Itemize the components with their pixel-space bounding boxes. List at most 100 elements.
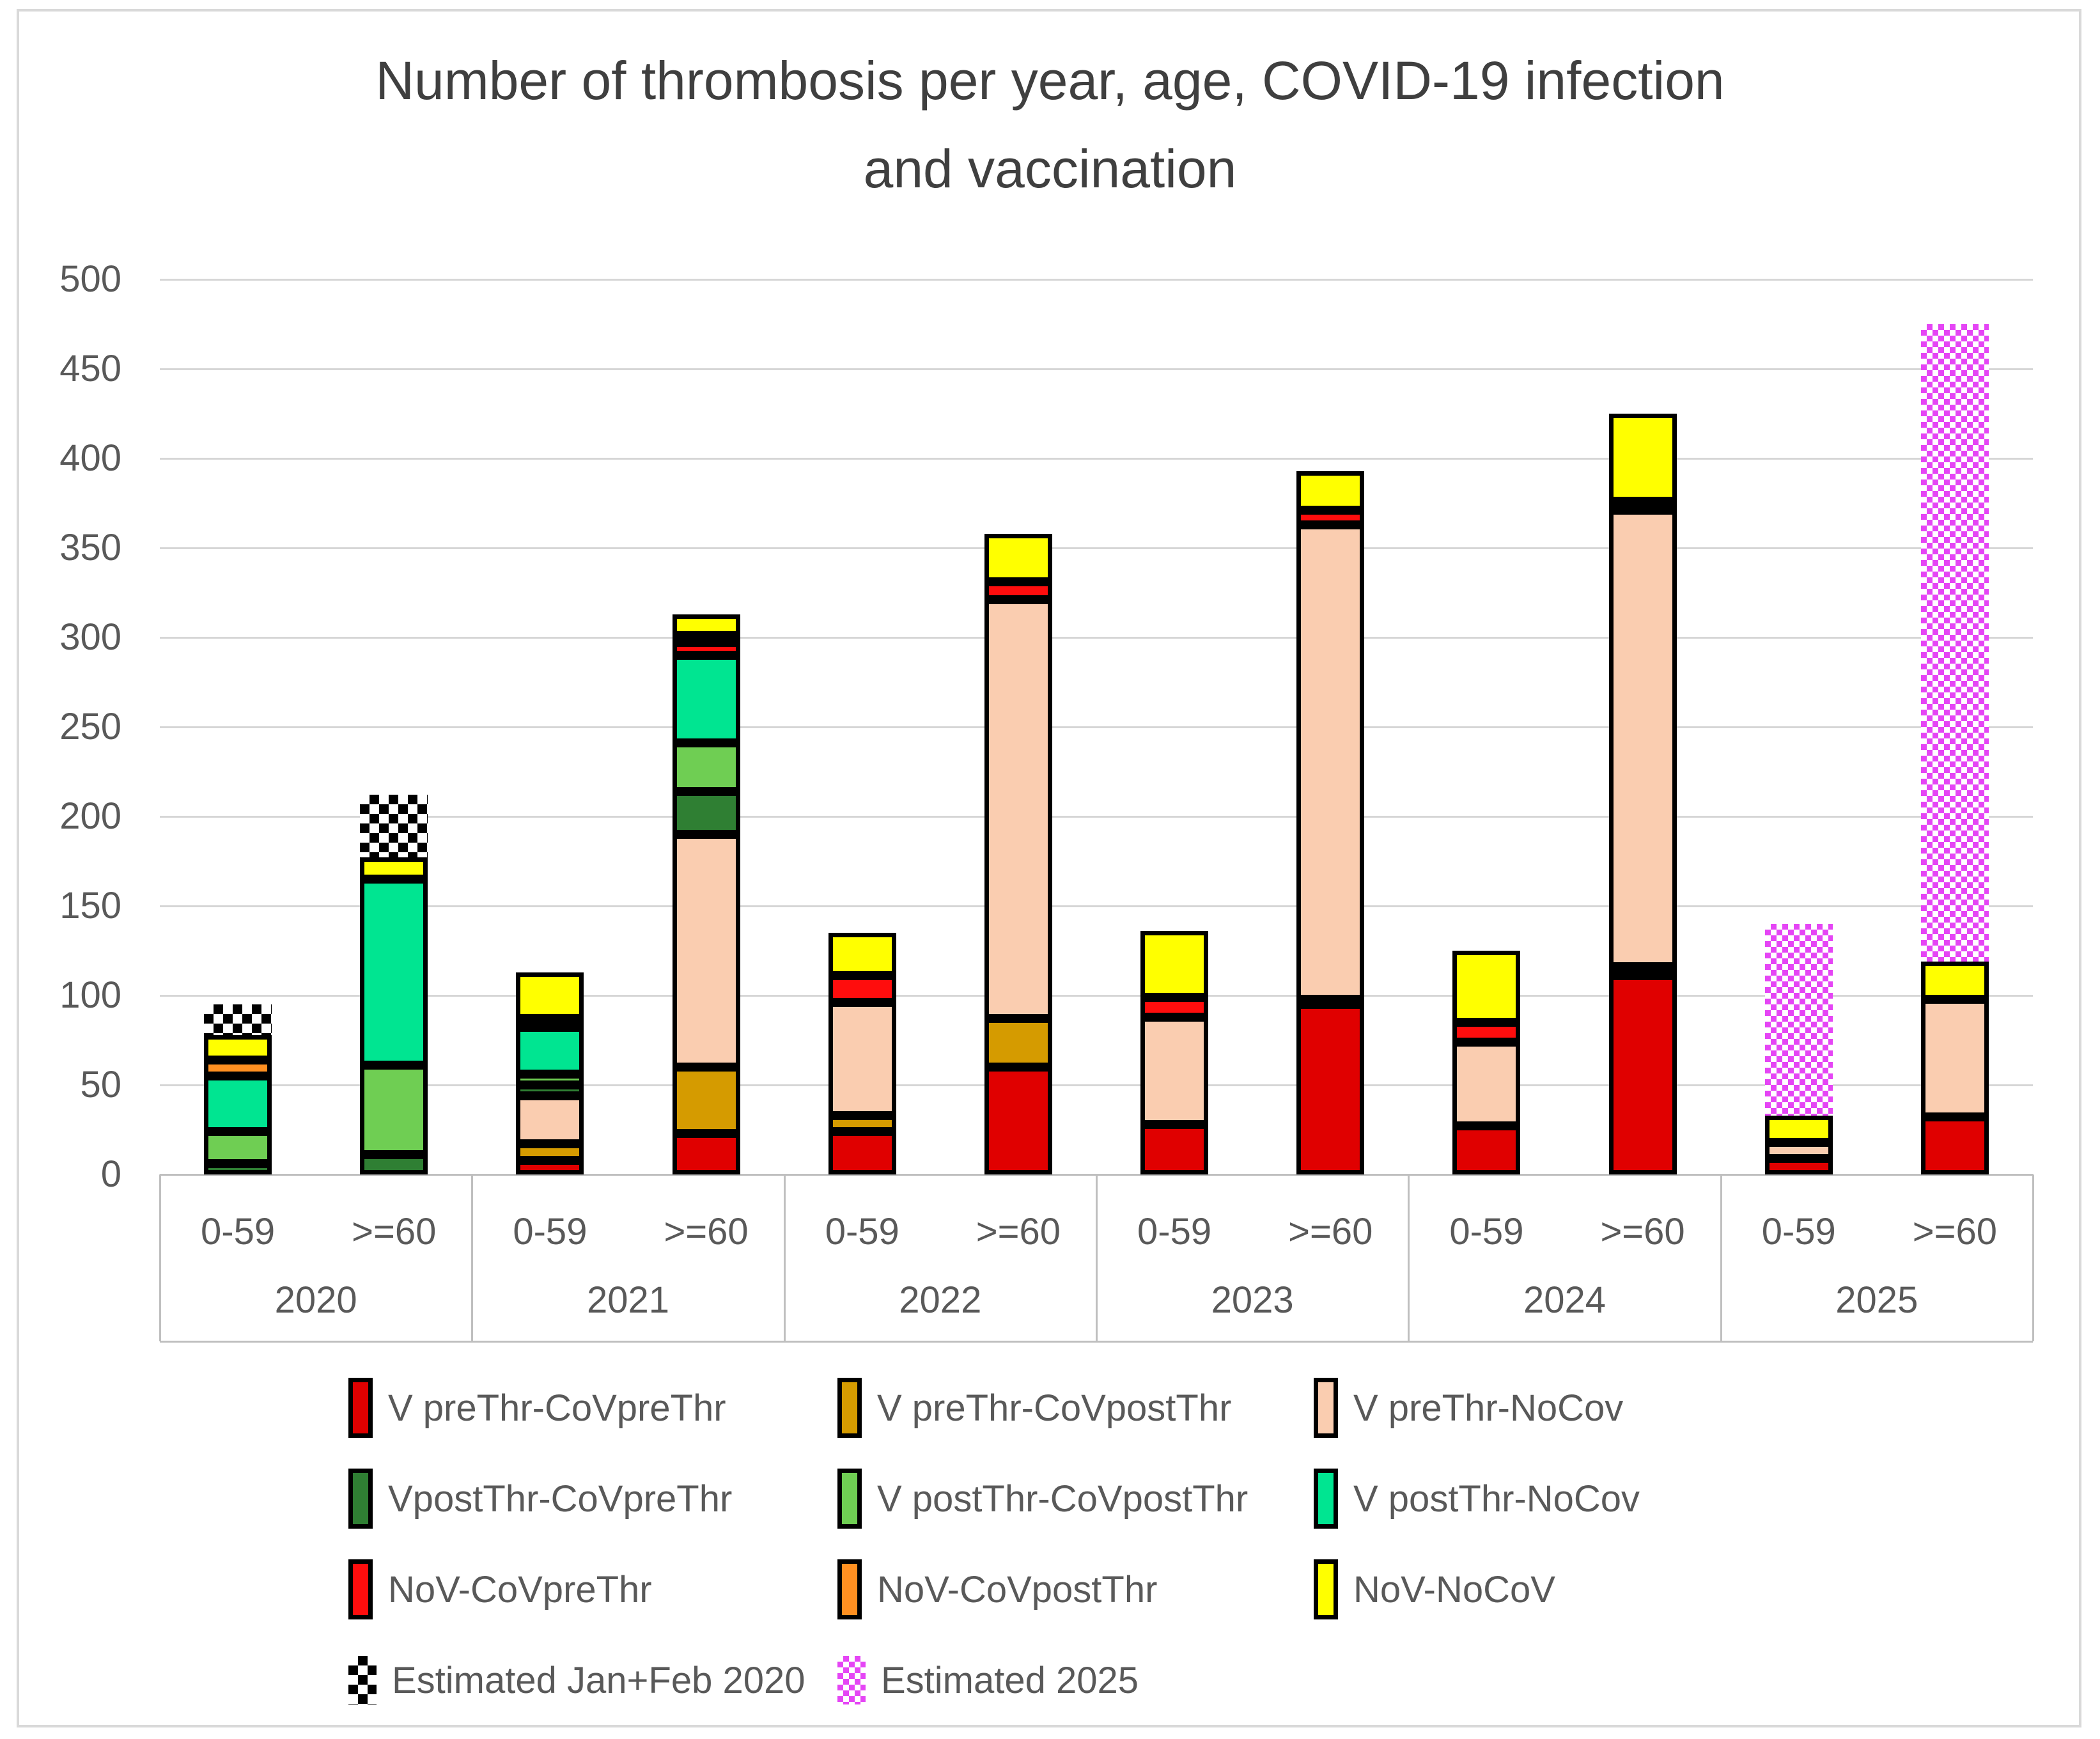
bar-segment-NoV-CoVpreThr bbox=[1296, 510, 1365, 525]
bar-segment-V-postThr-CoVpostThr bbox=[672, 743, 740, 792]
estimated-segment-dots bbox=[1764, 924, 1833, 1116]
y-gridline bbox=[160, 279, 2033, 281]
bar-segment-V-preThr-NoCov bbox=[672, 834, 740, 1067]
bar-segment-VpostThr-CoVpreThr bbox=[672, 791, 740, 834]
bar-segment-VpostThr-CoVpreThr bbox=[360, 1155, 428, 1174]
bar-segment-NoV-NoCoV bbox=[516, 972, 584, 1019]
bar-segment-V-postThr-CoVpostThr bbox=[516, 1074, 584, 1085]
legend-label: VpostThr-CoVpreThr bbox=[388, 1478, 733, 1520]
legend-swatch-VpostThr-CoVpreThr bbox=[348, 1469, 373, 1529]
legend-label: NoV-CoVpostThr bbox=[877, 1568, 1158, 1610]
bar-segment-NoV-NoCoV bbox=[1920, 961, 1989, 999]
legend-label: V preThr-CoVpreThr bbox=[388, 1387, 726, 1429]
bar-segment-V-postThr-NoCov bbox=[516, 1027, 584, 1075]
bar-segment-V-postThr-CoVpostThr bbox=[360, 1065, 428, 1155]
estimated-segment-dots bbox=[1920, 324, 1989, 962]
age-label: >=60 bbox=[664, 1211, 749, 1252]
bar-segment-NoV-CoVpreThr bbox=[1140, 997, 1209, 1017]
age-label: 0-59 bbox=[1761, 1211, 1836, 1252]
bar-segment-V-preThr-NoCov bbox=[828, 1002, 896, 1116]
estimated-segment-checker bbox=[204, 1004, 272, 1035]
bar-segment-V-preThr-CoVpreThr bbox=[1296, 1004, 1365, 1174]
legend-swatch-V-postThr-NoCov bbox=[1314, 1469, 1338, 1529]
bar-segment-NoV-NoCoV bbox=[1764, 1115, 1833, 1142]
legend-item: V preThr-NoCov bbox=[1314, 1376, 1623, 1440]
bar-segment-V-preThr-CoVpreThr bbox=[672, 1133, 740, 1174]
legend-label: NoV-CoVpreThr bbox=[388, 1568, 652, 1610]
y-axis-tick-label: 100 bbox=[59, 974, 121, 1016]
y-gridline bbox=[160, 726, 2033, 728]
legend-swatch-V-postThr-CoVpostThr bbox=[837, 1469, 862, 1529]
legend-swatch-NoV-NoCoV bbox=[1314, 1559, 1338, 1619]
bar-segment-NoV-CoVpreThr bbox=[1608, 501, 1677, 511]
bar-segment-V-preThr-CoVpreThr bbox=[1140, 1124, 1209, 1174]
bar-segment-V-preThr-CoVpostThr bbox=[516, 1144, 584, 1160]
category-box-bottom-line bbox=[160, 1341, 2033, 1343]
year-divider-line bbox=[783, 1174, 786, 1341]
y-gridline bbox=[160, 458, 2033, 460]
y-axis-tick-label: 150 bbox=[59, 885, 121, 926]
year-label: 2024 bbox=[1523, 1279, 1606, 1321]
bar-segment-V-preThr-CoVpostThr bbox=[828, 1115, 896, 1132]
bar-segment-NoV-NoCoV bbox=[204, 1034, 272, 1060]
y-axis-tick-label: 300 bbox=[59, 616, 121, 658]
legend-item: VpostThr-CoVpreThr bbox=[348, 1467, 732, 1531]
bar-segment-V-preThr-CoVpreThr bbox=[1764, 1158, 1833, 1174]
age-label: >=60 bbox=[1912, 1211, 1998, 1252]
bar-segment-VpostThr-CoVpreThr bbox=[204, 1164, 272, 1174]
legend-item: V preThr-CoVpostThr bbox=[837, 1376, 1231, 1440]
bar-segment-V-preThr-NoCov bbox=[1452, 1041, 1521, 1127]
year-divider-line bbox=[159, 1174, 161, 1341]
age-label: >=60 bbox=[976, 1211, 1061, 1252]
y-axis-tick-label: 50 bbox=[80, 1064, 121, 1105]
y-gridline bbox=[160, 547, 2033, 549]
bar-segment-NoV-CoVpostThr bbox=[204, 1059, 272, 1076]
y-axis-tick-label: 0 bbox=[100, 1153, 121, 1195]
bar-segment-NoV-CoVpreThr bbox=[828, 976, 896, 1003]
year-label: 2022 bbox=[899, 1279, 982, 1321]
bar-segment-V-preThr-CoVpreThr bbox=[1608, 976, 1677, 1174]
legend-label: V postThr-CoVpostThr bbox=[877, 1478, 1248, 1520]
y-axis-tick-label: 200 bbox=[59, 795, 121, 837]
year-divider-line bbox=[1096, 1174, 1098, 1341]
age-label: 0-59 bbox=[1449, 1211, 1524, 1252]
bar-segment-V-preThr-NoCov bbox=[1608, 510, 1677, 967]
y-gridline bbox=[160, 637, 2033, 639]
y-gridline bbox=[160, 995, 2033, 997]
bar-segment-NoV-NoCoV bbox=[1296, 471, 1365, 511]
bar-segment-NoV-CoVpreThr bbox=[1452, 1022, 1521, 1042]
legend-swatch-NoV-CoVpreThr bbox=[348, 1559, 373, 1619]
y-axis-tick-label: 250 bbox=[59, 706, 121, 747]
y-axis-tick-label: 500 bbox=[59, 258, 121, 300]
bar-segment-V-preThr-CoVpreThr bbox=[1920, 1117, 1989, 1174]
bar-segment-V-preThr-NoCov bbox=[1296, 524, 1365, 999]
y-axis-tick-label: 350 bbox=[59, 527, 121, 568]
y-gridline bbox=[160, 816, 2033, 818]
bar-segment-V-preThr-CoVpostThr bbox=[672, 1067, 740, 1134]
y-gridline bbox=[160, 368, 2033, 370]
legend-item: NoV-NoCoV bbox=[1314, 1557, 1555, 1621]
year-divider-line bbox=[471, 1174, 474, 1341]
bar-segment-NoV-CoVpreThr bbox=[984, 582, 1052, 600]
age-label: >=60 bbox=[1288, 1211, 1373, 1252]
y-axis-tick-label: 400 bbox=[59, 437, 121, 479]
bar-segment-V-preThr-CoVpreThr bbox=[1452, 1126, 1521, 1174]
legend-label: Estimated 2025 bbox=[881, 1659, 1139, 1701]
y-gridline bbox=[160, 905, 2033, 907]
bar-segment-NoV-NoCoV bbox=[360, 857, 428, 879]
bar-segment-V-preThr-CoVpreThr bbox=[984, 1067, 1052, 1174]
legend-item: V postThr-CoVpostThr bbox=[837, 1467, 1248, 1531]
year-label: 2025 bbox=[1835, 1279, 1918, 1321]
bar-segment-VpostThr-CoVpreThr bbox=[516, 1085, 584, 1096]
age-label: >=60 bbox=[1600, 1211, 1685, 1252]
year-divider-line bbox=[2032, 1174, 2034, 1341]
legend-item-estimated: Estimated 2025 bbox=[837, 1648, 1139, 1712]
bar-segment-NoV-NoCoV bbox=[1452, 951, 1521, 1022]
bar-segment-V-preThr-CoVpostThr bbox=[1608, 967, 1677, 976]
bar-segment-NoV-NoCoV bbox=[984, 533, 1052, 582]
bar-segment-NoV-NoCoV bbox=[828, 933, 896, 976]
legend-swatch-V-preThr-CoVpostThr bbox=[837, 1378, 862, 1438]
age-label: 0-59 bbox=[825, 1211, 899, 1252]
bar-segment-NoV-CoVpostThr bbox=[516, 1018, 584, 1028]
